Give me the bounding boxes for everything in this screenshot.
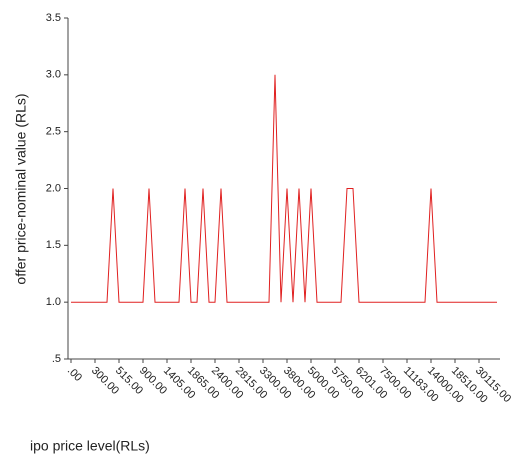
- y-tick-label: 3.0: [46, 69, 61, 81]
- y-tick-label: 2.0: [46, 182, 61, 194]
- y-tick-label: 3.5: [46, 12, 61, 24]
- x-axis-title: ipo price level(RLs): [30, 438, 150, 454]
- data-line: [71, 74, 497, 303]
- y-tick-label: 1.5: [46, 239, 61, 251]
- y-tick-label: 2.5: [46, 126, 61, 138]
- y-axis-title: offer price-nominal value (RLs): [13, 93, 29, 284]
- y-tick-label: .5: [52, 353, 61, 365]
- y-tick-label: 1.0: [46, 296, 61, 308]
- x-tick-label: .00: [65, 365, 84, 384]
